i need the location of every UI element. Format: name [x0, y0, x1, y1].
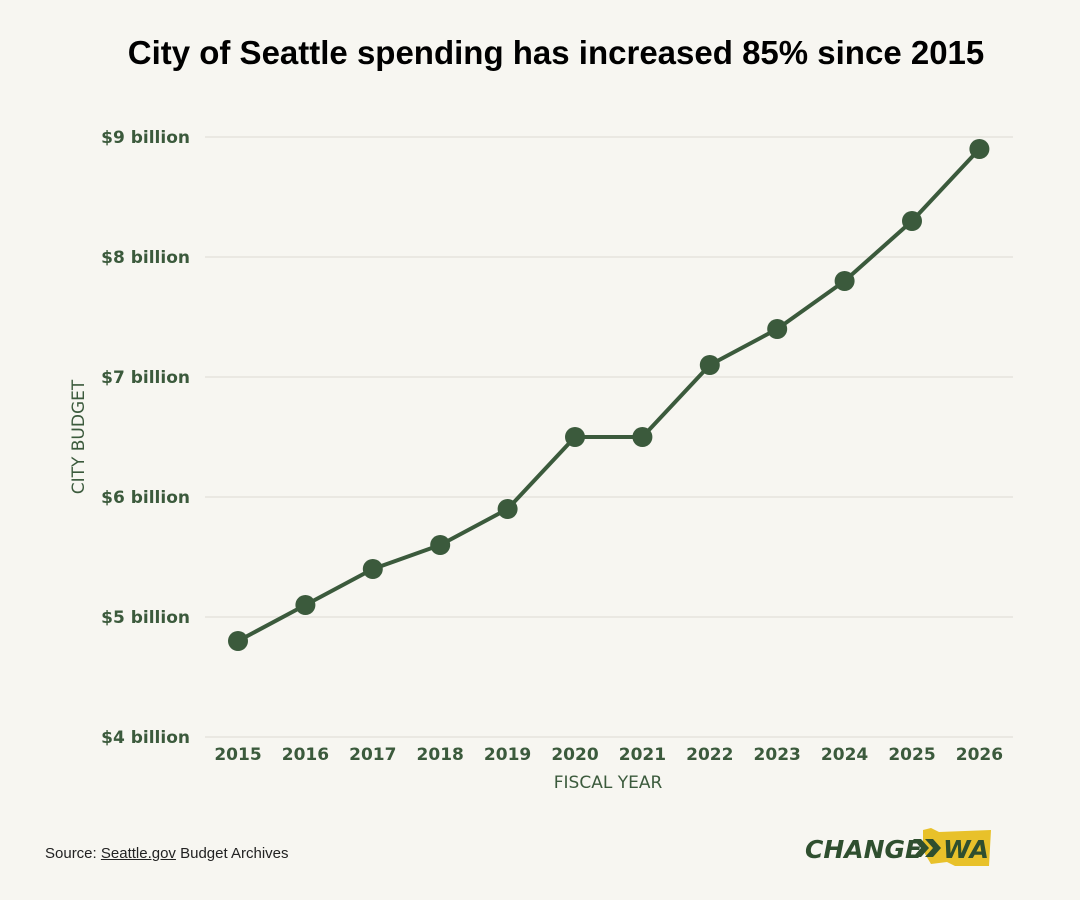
x-tick-label: 2017: [349, 745, 396, 765]
data-point: [767, 319, 788, 339]
x-tick-labels: 2015 2016 2017 2018 2019 2020 2021 2022 2023 2024…: [214, 745, 1003, 765]
gridlines: [205, 136, 1013, 738]
y-tick-labels: $4 billion $5 billion $6 billion $7 billion…: [101, 128, 190, 748]
data-point: [228, 631, 248, 651]
change-wa-logo: CHANGE WA: [805, 828, 991, 866]
data-point: [565, 427, 585, 447]
line-chart: $4 billion $5 billion $6 billion $7 billion…: [69, 128, 1013, 793]
data-point: [295, 595, 316, 615]
x-tick-label: 2016: [282, 745, 329, 765]
source-link[interactable]: Seattle.gov: [100, 845, 176, 862]
source-suffix: Budget Archives: [175, 845, 289, 862]
series-line: [237, 147, 981, 643]
x-tick-label: 2021: [619, 745, 666, 765]
logo-text-change: CHANGE: [805, 835, 922, 864]
y-tick-label: $4 billion: [101, 728, 190, 748]
source-note: Source: Seattle.gov Budget Archives: [45, 845, 289, 862]
data-point: [430, 535, 451, 555]
data-point: [969, 139, 990, 159]
series-budget: [228, 139, 990, 651]
x-tick-label: 2019: [484, 745, 531, 765]
data-point: [699, 355, 720, 375]
y-axis-label: CITY BUDGET: [69, 379, 89, 494]
x-tick-label: 2026: [956, 745, 1003, 765]
data-point: [632, 427, 653, 447]
data-point: [834, 271, 855, 291]
y-tick-label: $7 billion: [101, 368, 190, 388]
data-point: [497, 499, 518, 519]
y-tick-label: $9 billion: [101, 128, 190, 148]
data-point: [362, 559, 383, 579]
x-tick-label: 2024: [821, 745, 868, 765]
x-tick-label: 2025: [888, 745, 935, 765]
washington-state-shape: [923, 828, 991, 866]
x-tick-label: 2018: [417, 745, 464, 765]
x-tick-label: 2022: [686, 745, 733, 765]
x-axis-label: FISCAL YEAR: [554, 773, 663, 793]
y-tick-label: $6 billion: [101, 488, 190, 508]
x-tick-label: 2023: [754, 745, 801, 765]
double-chevron-icon: [913, 839, 941, 857]
source-prefix: Source:: [45, 845, 101, 862]
x-tick-label: 2015: [214, 745, 261, 765]
y-tick-label: $5 billion: [101, 608, 190, 628]
chart-title: City of Seattle spending has increased 8…: [127, 34, 985, 71]
logo-text-wa: WA: [943, 835, 989, 864]
x-tick-label: 2020: [551, 745, 598, 765]
data-point: [902, 211, 922, 231]
y-tick-label: $8 billion: [101, 248, 190, 268]
